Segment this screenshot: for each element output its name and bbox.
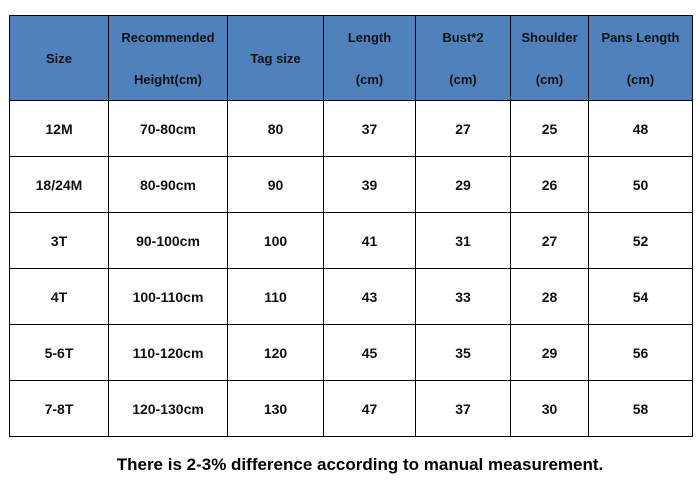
- table-cell: 110-120cm: [108, 324, 228, 381]
- table-cell: 29: [510, 324, 589, 381]
- table-cell: 110: [227, 268, 324, 325]
- table-cell: 5-6T: [9, 324, 109, 381]
- header-text: Length: [347, 29, 392, 45]
- table-cell: 18/24M: [9, 156, 109, 213]
- header-text: Pans Length: [601, 29, 680, 45]
- table-cell: 90: [227, 156, 324, 213]
- header-cell: Size: [9, 15, 109, 101]
- table-cell: 12M: [9, 100, 109, 157]
- header-text: (cm): [626, 71, 655, 87]
- header-cell: Recommended Height(cm): [108, 15, 228, 101]
- table-cell: 4T: [9, 268, 109, 325]
- table-cell: 47: [323, 380, 416, 437]
- table-row: 7-8T 120-130cm 130 47 37 30 58: [9, 380, 693, 437]
- table-cell: 27: [415, 100, 511, 157]
- table-cell: 29: [415, 156, 511, 213]
- table-cell: 3T: [9, 212, 109, 269]
- table-row: 3T 90-100cm 100 41 31 27 52: [9, 212, 693, 269]
- table-cell: 45: [323, 324, 416, 381]
- table-cell: 39: [323, 156, 416, 213]
- header-text: Shoulder: [521, 29, 578, 45]
- table-row: 5-6T 110-120cm 120 45 35 29 56: [9, 324, 693, 381]
- header-text: Tag size: [250, 50, 301, 66]
- table-body: 12M 70-80cm 80 37 27 25 48 18/24M 80-90cm 90 39 29 2…: [9, 100, 693, 437]
- header-cell: Bust*2 (cm): [415, 15, 511, 101]
- table-cell: 30: [510, 380, 589, 437]
- table-cell: 31: [415, 212, 511, 269]
- header-row: Size Recommended Height(cm) Tag size Length (…: [9, 15, 693, 101]
- header-text: Height(cm): [134, 71, 202, 87]
- table-cell: 80: [227, 100, 324, 157]
- table-cell: 48: [588, 100, 693, 157]
- header-text: (cm): [535, 71, 564, 87]
- table-row: 4T 100-110cm 110 43 33 28 54: [9, 268, 693, 325]
- table-cell: 43: [323, 268, 416, 325]
- header-cell: Shoulder (cm): [510, 15, 589, 101]
- header-text: Size: [45, 50, 72, 66]
- table-cell: 37: [323, 100, 416, 157]
- table-cell: 33: [415, 268, 511, 325]
- table-cell: 25: [510, 100, 589, 157]
- table-cell: 120-130cm: [108, 380, 228, 437]
- table-cell: 90-100cm: [108, 212, 228, 269]
- header-text: (cm): [449, 71, 477, 87]
- table-cell: 54: [588, 268, 693, 325]
- table-row: 18/24M 80-90cm 90 39 29 26 50: [9, 156, 693, 213]
- table-row: 12M 70-80cm 80 37 27 25 48: [9, 100, 693, 157]
- table-cell: 37: [415, 380, 511, 437]
- footnote: There is 2-3% difference according to ma…: [116, 455, 604, 474]
- table-cell: 27: [510, 212, 589, 269]
- table-cell: 100-110cm: [108, 268, 228, 325]
- table-cell: 52: [588, 212, 693, 269]
- table-cell: 130: [227, 380, 324, 437]
- table-cell: 100: [227, 212, 324, 269]
- table-cell: 80-90cm: [108, 156, 228, 213]
- table-cell: 50: [588, 156, 693, 213]
- table-cell: 70-80cm: [108, 100, 228, 157]
- table-cell: 7-8T: [9, 380, 109, 437]
- table-cell: 26: [510, 156, 589, 213]
- table-cell: 56: [588, 324, 693, 381]
- table-cell: 28: [510, 268, 589, 325]
- table-cell: 120: [227, 324, 324, 381]
- table-cell: 58: [588, 380, 693, 437]
- table-cell: 35: [415, 324, 511, 381]
- header-cell: Tag size: [227, 15, 324, 101]
- size-table: Size Recommended Height(cm) Tag size Length (…: [9, 15, 693, 437]
- header-cell: Pans Length (cm): [588, 15, 693, 101]
- table-cell: 41: [323, 212, 416, 269]
- header-cell: Length (cm): [323, 15, 416, 101]
- header-text: Recommended: [121, 29, 215, 45]
- header-text: (cm): [355, 71, 384, 87]
- header-text: Bust*2: [442, 29, 484, 45]
